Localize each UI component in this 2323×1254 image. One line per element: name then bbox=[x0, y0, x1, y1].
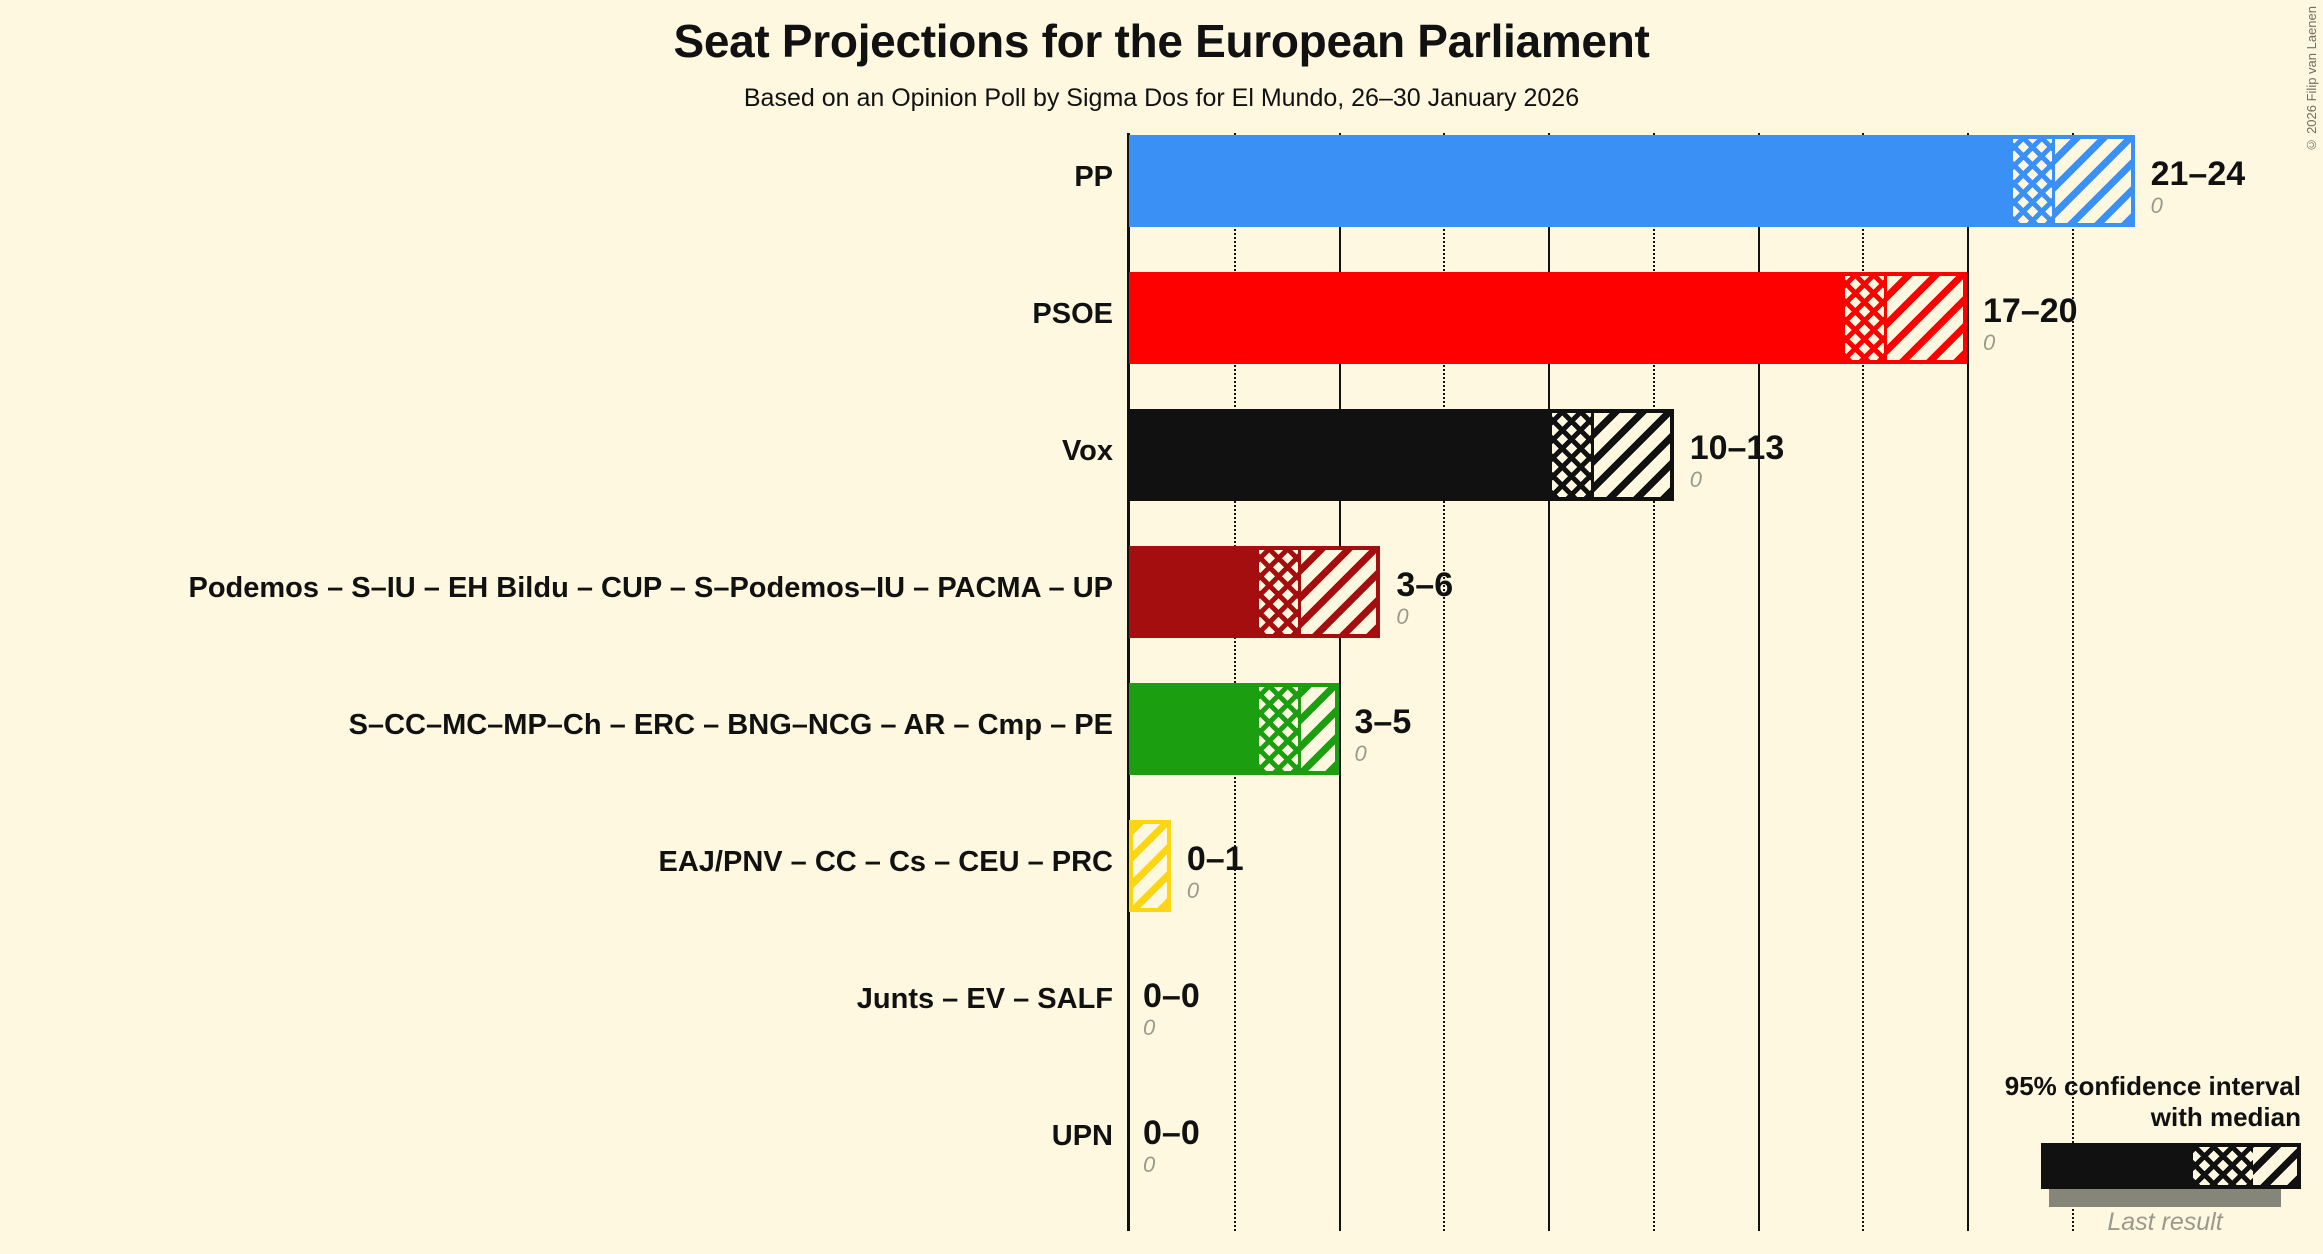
seat-range-label: 3–5 bbox=[1354, 703, 1412, 741]
party-label: EAJ/PNV – CC – Cs – CEU – PRC bbox=[658, 846, 1113, 878]
seat-range-label: 21–24 bbox=[2150, 155, 2246, 193]
gridline-minor bbox=[1233, 133, 1236, 1231]
bar-segment-upper bbox=[1133, 824, 1167, 908]
y-axis-line bbox=[1127, 133, 1130, 1231]
seat-range-label: 10–13 bbox=[1689, 429, 1785, 467]
gridline-major bbox=[1967, 133, 1969, 1231]
gridline-major bbox=[1338, 133, 1341, 1231]
last-result-value: 0 bbox=[1143, 1015, 1156, 1040]
seat-range-label: 0–0 bbox=[1143, 1114, 1200, 1152]
party-label: PP bbox=[1074, 161, 1113, 193]
seat-range-label: 0–0 bbox=[1143, 977, 1200, 1015]
confidence-interval-bar bbox=[1129, 409, 1674, 501]
last-result-value: 0 bbox=[2150, 193, 2163, 218]
bar-segment-upper bbox=[1593, 413, 1670, 497]
gridline-major bbox=[1548, 133, 1550, 1231]
confidence-interval-bar bbox=[1129, 820, 1171, 912]
bar-segment-lower bbox=[1133, 139, 2013, 223]
last-result-value: 0 bbox=[1354, 741, 1367, 766]
last-result-value: 0 bbox=[1396, 604, 1409, 629]
bar-segment-median bbox=[2012, 139, 2055, 223]
gridline-major bbox=[1757, 133, 1760, 1231]
bar-segment-median bbox=[1845, 276, 1888, 360]
gridline-minor bbox=[1862, 133, 1865, 1231]
party-label: S–CC–MC–MP–Ch – ERC – BNG–NCG – AR – Cmp… bbox=[348, 709, 1113, 741]
bar-segment-upper bbox=[1300, 687, 1335, 771]
gridline-minor bbox=[1652, 133, 1655, 1231]
copyright-notice: © 2026 Filip van Laenen bbox=[2304, 6, 2319, 153]
legend-segment-lower bbox=[2045, 1146, 2193, 1185]
confidence-interval-bar bbox=[1129, 683, 1339, 775]
seat-range-label: 0–1 bbox=[1186, 840, 1244, 878]
last-result-value: 0 bbox=[1186, 878, 1200, 903]
bar-segment-lower bbox=[1133, 276, 1846, 360]
gridline-minor bbox=[2071, 133, 2074, 1231]
confidence-interval-bar bbox=[1129, 546, 1381, 638]
legend-segment-median bbox=[2193, 1146, 2253, 1185]
legend-last-result-bar bbox=[2049, 1188, 2281, 1207]
legend-last-result-label: Last result bbox=[2107, 1207, 2223, 1236]
bar-segment-median bbox=[1258, 687, 1301, 771]
legend: 95% confidence interval with median Last… bbox=[1981, 1071, 2301, 1236]
bar-segment-upper bbox=[2054, 139, 2131, 223]
chart-subtitle: Based on an Opinion Poll by Sigma Dos fo… bbox=[743, 84, 1580, 112]
bar-segment-lower bbox=[1133, 413, 1552, 497]
legend-segment-upper bbox=[2253, 1146, 2297, 1185]
legend-line-2: with median bbox=[2150, 1101, 2301, 1132]
party-label: UPN bbox=[1051, 1120, 1113, 1152]
last-result-value: 0 bbox=[1143, 1152, 1156, 1177]
bar-segment-lower bbox=[1133, 687, 1259, 771]
confidence-interval-bar bbox=[1129, 135, 2135, 227]
party-label: Junts – EV – SALF bbox=[856, 983, 1113, 1015]
legend-sample-bar bbox=[2041, 1142, 2301, 1189]
seat-range-label: 3–6 bbox=[1396, 566, 1454, 604]
last-result-value: 0 bbox=[1983, 330, 1996, 355]
chart-title: Seat Projections for the European Parlia… bbox=[673, 15, 1650, 67]
bar-segment-upper bbox=[1887, 276, 1963, 360]
party-label: PSOE bbox=[1032, 298, 1113, 330]
seat-range-label: 17–20 bbox=[1983, 292, 2078, 330]
bar-segment-median bbox=[1258, 550, 1301, 634]
legend-line-1: 95% confidence interval bbox=[2004, 1071, 2301, 1102]
party-label: Podemos – S–IU – EH Bildu – CUP – S–Pode… bbox=[188, 572, 1113, 604]
bar-segment-upper bbox=[1300, 550, 1377, 634]
last-result-value: 0 bbox=[1689, 467, 1702, 492]
gridline-minor bbox=[1443, 133, 1446, 1231]
confidence-interval-bar bbox=[1129, 272, 1967, 364]
bar-segment-lower bbox=[1133, 550, 1259, 634]
party-label: Vox bbox=[1061, 435, 1113, 467]
bar-segment-median bbox=[1552, 413, 1594, 497]
